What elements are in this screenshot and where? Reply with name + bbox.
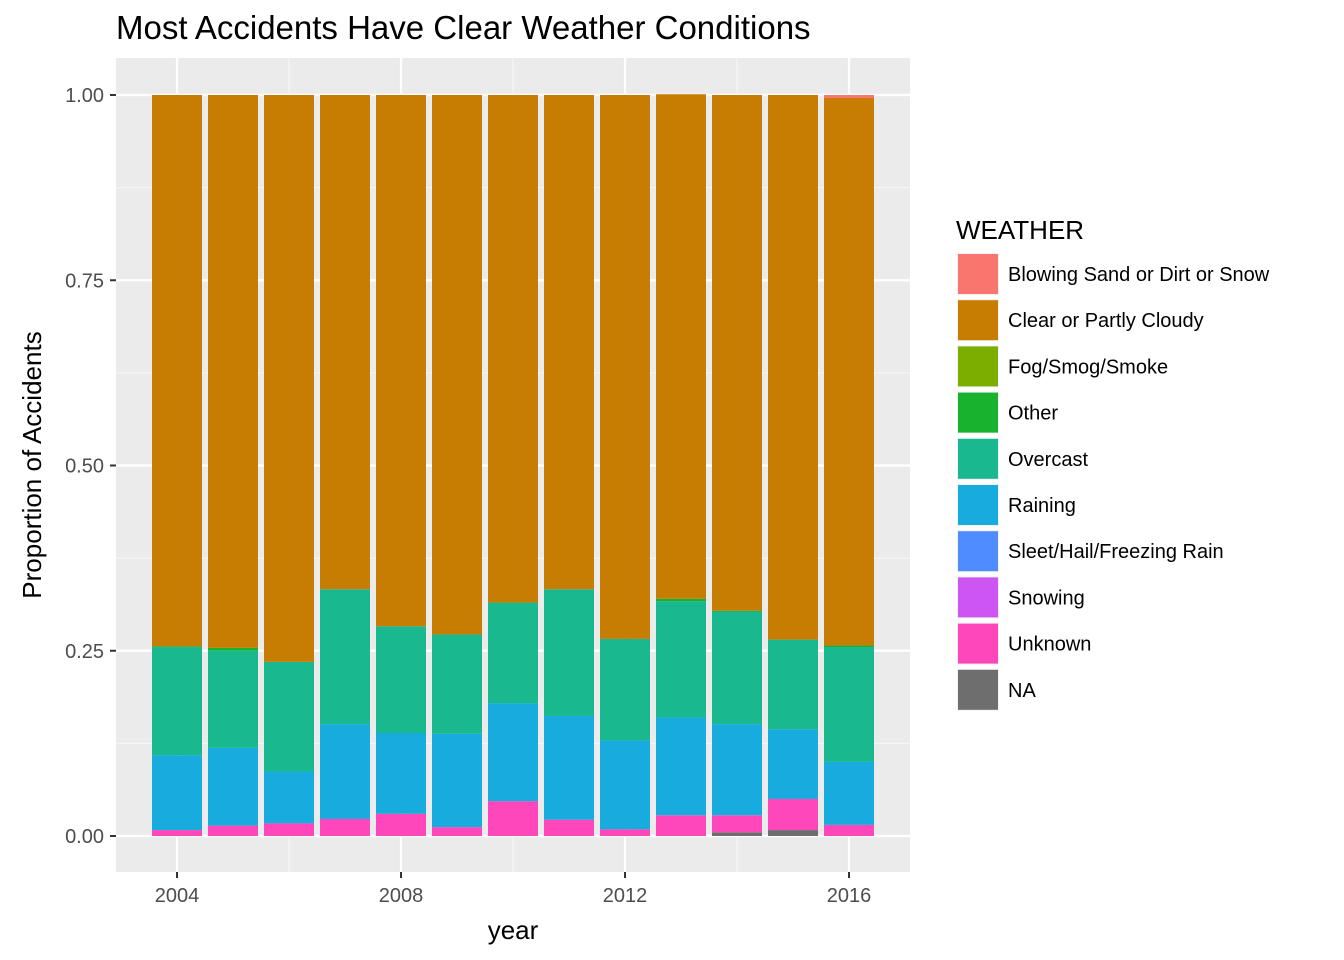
bar-segment (264, 823, 314, 836)
bar-segment (152, 830, 202, 836)
bar-segment (656, 815, 706, 836)
y-tick-label: 0.50 (65, 456, 104, 478)
bar-segment (432, 733, 482, 828)
legend-label: Other (1008, 403, 1058, 425)
bar-segment (544, 589, 594, 716)
bar-segment (488, 602, 538, 704)
legend-key (958, 485, 998, 525)
y-tick-label: 0.00 (65, 826, 104, 848)
bar-segment (656, 598, 706, 602)
bar-segment (432, 634, 482, 734)
bar-segment (208, 650, 258, 748)
x-tick-label: 2008 (379, 885, 424, 907)
y-tick-label: 1.00 (65, 85, 104, 107)
legend-label: Overcast (1008, 449, 1088, 471)
legend-label: Clear or Partly Cloudy (1008, 310, 1204, 332)
legend-label: Fog/Smog/Smoke (1008, 356, 1168, 378)
bar-segment (264, 95, 314, 662)
bar-segment (544, 95, 594, 590)
bar-segment (600, 740, 650, 830)
bar-segment (824, 647, 874, 762)
legend-label: Sleet/Hail/Freezing Rain (1008, 541, 1224, 563)
legend-label: NA (1008, 680, 1036, 702)
bar-segment (712, 610, 762, 612)
legend-key (958, 346, 998, 387)
legend-key (958, 392, 998, 433)
bar-segment (712, 611, 762, 725)
bar-segment (768, 729, 818, 799)
bar-segment (208, 747, 258, 826)
bar-segment (264, 771, 314, 824)
bar-segment (208, 95, 258, 648)
bar-segment (376, 813, 426, 836)
legend-label: Unknown (1008, 634, 1091, 656)
bar-segment (376, 626, 426, 734)
legend-key (958, 577, 998, 618)
bar-segment (712, 95, 762, 611)
bar-segment (768, 798, 818, 831)
bar-segment (320, 95, 370, 590)
bar-segment (824, 97, 874, 646)
bar-segment (768, 639, 818, 730)
bar-segment (264, 661, 314, 772)
bar-segment (320, 818, 370, 836)
bar-segment (824, 645, 874, 648)
bar-segment (152, 646, 202, 648)
bar-segment (544, 819, 594, 836)
bar-segment (768, 95, 818, 640)
y-tick-label: 0.75 (65, 270, 104, 292)
y-tick-label: 0.25 (65, 641, 104, 663)
x-tick-label: 2004 (155, 885, 200, 907)
legend-key (958, 254, 998, 294)
y-axis-title: Proportion of Accidents (17, 331, 47, 598)
bar-segment (488, 801, 538, 836)
bar-segment (376, 95, 426, 627)
bar-segment (432, 95, 482, 635)
x-axis: 2004 2008 2012 2016 (155, 872, 872, 907)
legend-key (958, 669, 998, 710)
bar-segment (656, 717, 706, 816)
bars (152, 94, 874, 836)
bar-segment (712, 724, 762, 816)
legend-key (958, 623, 998, 664)
bar-segment (824, 761, 874, 825)
bar-segment (600, 829, 650, 836)
bar-segment (824, 95, 874, 98)
x-axis-title: year (488, 915, 539, 945)
bar-segment (600, 95, 650, 639)
legend-key (958, 300, 998, 341)
legend-title: WEATHER (956, 215, 1084, 245)
bar-segment (768, 830, 818, 836)
y-axis: 0.00 0.25 0.50 0.75 1.00 (65, 85, 116, 848)
bar-segment (824, 824, 874, 836)
bar-segment (208, 825, 258, 836)
bar-segment (320, 589, 370, 725)
legend-key (958, 531, 998, 572)
bar-segment (544, 715, 594, 820)
bar-segment (488, 95, 538, 603)
legend-label: Snowing (1008, 587, 1085, 609)
bar-segment (656, 94, 706, 599)
x-tick-label: 2012 (603, 885, 648, 907)
legend-items: Blowing Sand or Dirt or Snow Clear or Par… (957, 253, 1270, 711)
chart-title: Most Accidents Have Clear Weather Condit… (116, 9, 811, 46)
bar-segment (600, 638, 650, 741)
bar-segment (208, 647, 258, 651)
x-tick-label: 2016 (827, 885, 872, 907)
legend-label: Blowing Sand or Dirt or Snow (1008, 264, 1270, 286)
bar-segment (488, 703, 538, 802)
bar-segment (656, 601, 706, 718)
bar-segment (152, 95, 202, 647)
legend-label: Raining (1008, 495, 1076, 517)
legend-key (958, 438, 998, 479)
bar-segment (432, 827, 482, 836)
legend: WEATHER Blowing Sand or Dirt or Snow Clea… (956, 215, 1270, 711)
bar-segment (152, 647, 202, 756)
bar-segment (712, 815, 762, 833)
bar-segment (152, 755, 202, 831)
bar-segment (320, 724, 370, 819)
bar-segment (712, 832, 762, 836)
bar-segment (376, 733, 426, 814)
